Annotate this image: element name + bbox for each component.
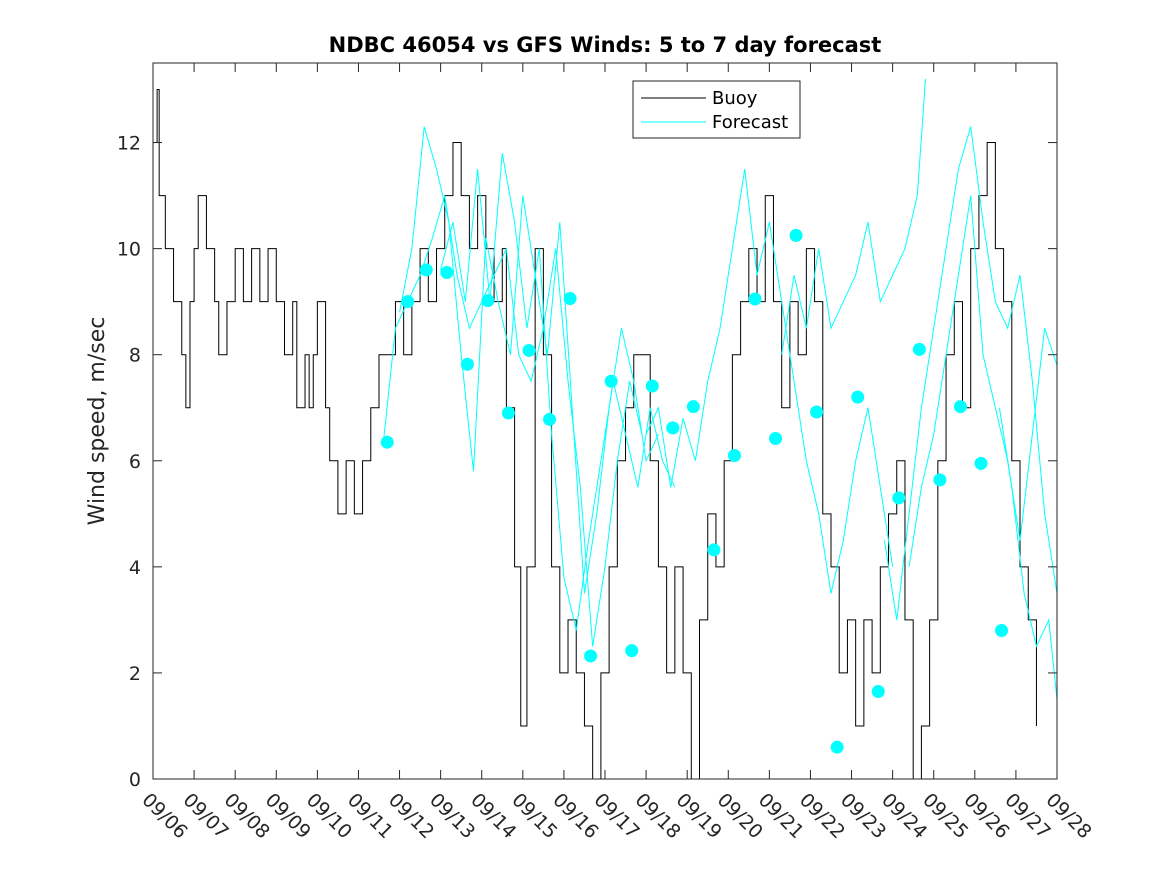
forecast-line-6 [883, 126, 1057, 620]
forecast-marker-23 [830, 740, 844, 754]
forecast-marker-11 [584, 649, 598, 663]
y-tick-label: 2 [129, 663, 141, 685]
forecast-marker-3 [419, 263, 433, 277]
forecast-marker-5 [460, 357, 474, 371]
forecast-marker-16 [686, 400, 700, 414]
forecast-marker-25 [871, 684, 885, 698]
forecast-marker-30 [974, 456, 988, 470]
forecast-line-1 [382, 195, 643, 647]
y-tick-label: 8 [129, 345, 141, 367]
forecast-marker-4 [440, 265, 454, 279]
forecast-marker-19 [748, 292, 762, 306]
forecast-marker-12 [604, 374, 618, 388]
legend-forecast-label: Forecast [712, 112, 788, 133]
forecast-line-2 [399, 126, 659, 594]
forecast-marker-24 [851, 390, 865, 404]
forecast-marker-29 [953, 400, 967, 414]
forecast-marker-22 [810, 405, 824, 419]
y-axis-label: Wind speed, m/sec [85, 317, 110, 526]
y-tick-label: 0 [129, 769, 141, 791]
y-tick-label: 4 [129, 557, 141, 579]
legend: Buoy Forecast [632, 80, 801, 139]
forecast-line-5 [781, 78, 927, 355]
chart-title: NDBC 46054 vs GFS Winds: 5 to 7 day fore… [329, 33, 882, 57]
forecast-marker-18 [727, 448, 741, 462]
forecast-line-3 [440, 153, 676, 631]
forecast-marker-26 [892, 491, 906, 505]
forecast-marker-27 [912, 342, 926, 356]
forecast-marker-1 [380, 435, 394, 449]
forecast-marker-6 [481, 294, 495, 308]
forecast-line-8 [998, 407, 1057, 700]
y-tick-label: 12 [117, 133, 141, 155]
series-layer [153, 78, 1057, 779]
forecast-marker-8 [522, 343, 536, 357]
forecast-marker-9 [543, 412, 557, 426]
buoy-series-line [153, 89, 1037, 779]
y-tick-label: 10 [117, 239, 141, 261]
forecast-marker-21 [789, 228, 803, 242]
forecast-marker-14 [645, 379, 659, 393]
forecast-marker-13 [625, 644, 639, 658]
legend-buoy-label: Buoy [712, 88, 758, 109]
forecast-marker-31 [995, 623, 1009, 637]
forecast-marker-20 [769, 432, 783, 446]
y-tick-label: 6 [129, 451, 141, 473]
forecast-marker-7 [501, 406, 515, 420]
forecast-line-4 [645, 168, 894, 594]
forecast-marker-10 [563, 291, 577, 305]
forecast-marker-17 [707, 543, 721, 557]
forecast-line-7 [908, 195, 1057, 567]
forecast-marker-28 [933, 473, 947, 487]
forecast-marker-2 [401, 295, 415, 309]
forecast-marker-15 [666, 421, 680, 435]
legend-box [632, 80, 801, 139]
